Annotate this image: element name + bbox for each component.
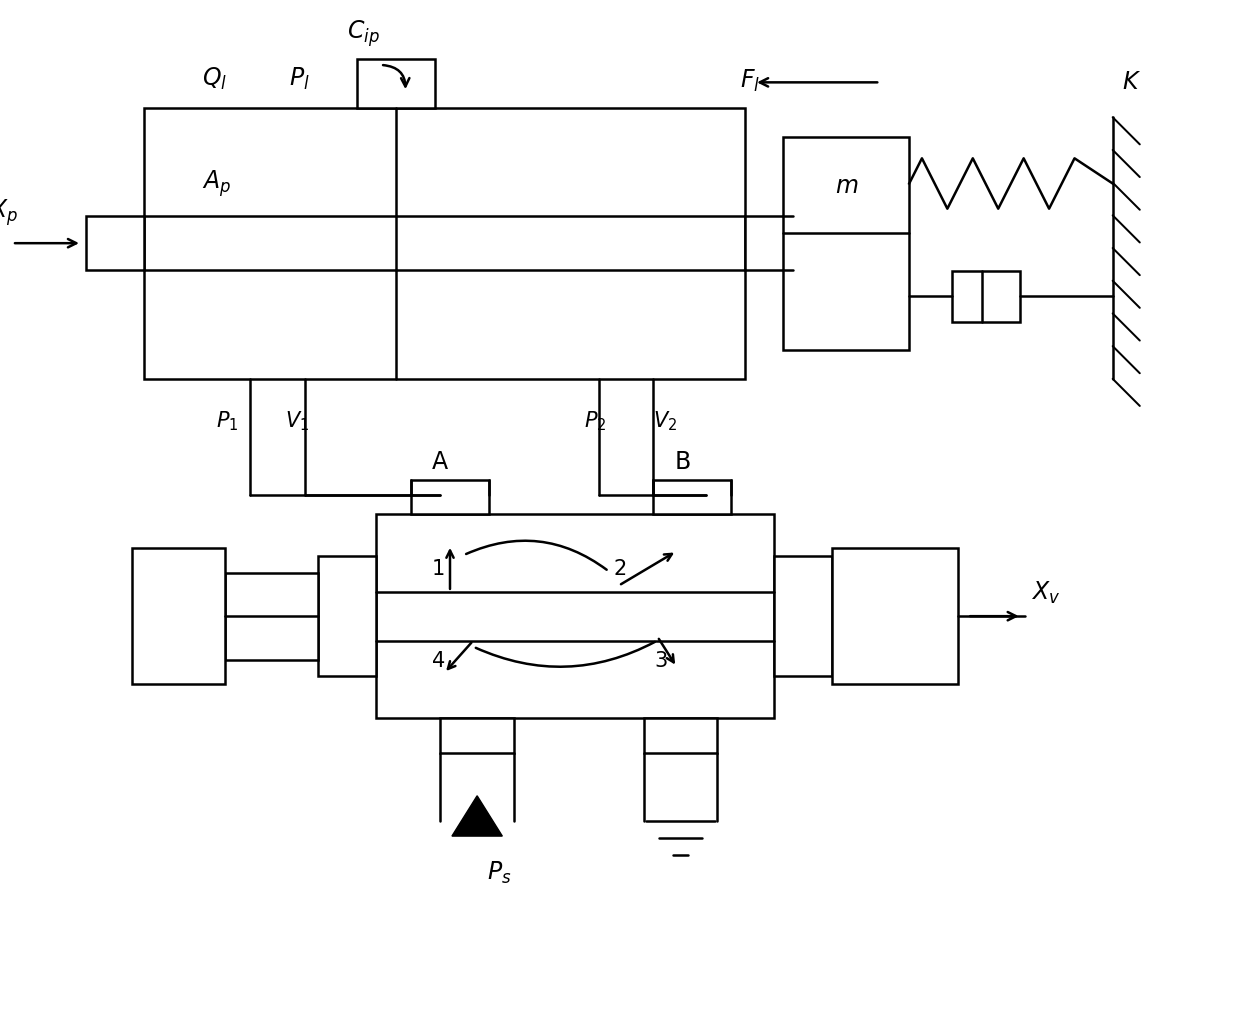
Text: B: B bbox=[675, 450, 691, 474]
Text: $K$: $K$ bbox=[1122, 70, 1141, 94]
Bar bbox=[319, 556, 377, 676]
Text: 2: 2 bbox=[614, 560, 627, 579]
Text: 4: 4 bbox=[432, 651, 445, 671]
Text: 3: 3 bbox=[655, 651, 668, 671]
Bar bbox=[144, 107, 744, 378]
Bar bbox=[774, 556, 832, 676]
Bar bbox=[832, 548, 957, 684]
Text: $P_1$: $P_1$ bbox=[216, 409, 238, 433]
Text: $X_p$: $X_p$ bbox=[0, 197, 17, 228]
Text: $V_2$: $V_2$ bbox=[653, 409, 677, 433]
Bar bbox=[133, 548, 226, 684]
Text: $m$: $m$ bbox=[835, 173, 858, 198]
Text: 1: 1 bbox=[432, 560, 445, 579]
Bar bbox=[377, 514, 774, 718]
Bar bbox=[744, 217, 792, 270]
Text: A: A bbox=[433, 450, 449, 474]
Bar bbox=[952, 271, 1019, 322]
FancyArrowPatch shape bbox=[476, 642, 655, 667]
Bar bbox=[440, 718, 513, 753]
Text: $V_1$: $V_1$ bbox=[285, 409, 310, 433]
Bar bbox=[653, 479, 730, 514]
Bar bbox=[412, 479, 489, 514]
Polygon shape bbox=[451, 796, 502, 836]
Bar bbox=[784, 137, 909, 350]
Bar bbox=[226, 572, 319, 660]
Bar bbox=[644, 718, 718, 753]
Bar bbox=[86, 217, 144, 270]
Text: $P_l$: $P_l$ bbox=[289, 66, 310, 92]
Text: $C_{ip}$: $C_{ip}$ bbox=[347, 19, 381, 49]
Text: $P_2$: $P_2$ bbox=[584, 409, 606, 433]
Text: $A_p$: $A_p$ bbox=[202, 168, 231, 199]
Bar bbox=[357, 59, 434, 107]
Text: $P_s$: $P_s$ bbox=[487, 860, 511, 886]
Text: $X_v$: $X_v$ bbox=[1032, 580, 1060, 606]
Text: $F_l$: $F_l$ bbox=[740, 68, 760, 94]
FancyArrowPatch shape bbox=[466, 540, 606, 570]
Text: $Q_l$: $Q_l$ bbox=[202, 66, 227, 92]
